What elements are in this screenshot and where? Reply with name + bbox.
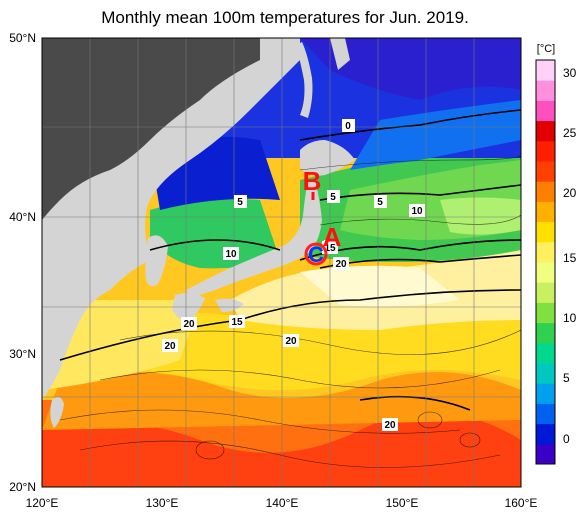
colorbar-frame	[535, 59, 556, 465]
colorbar	[535, 59, 556, 465]
colorbar-segment	[536, 322, 555, 344]
colorbar-segment	[536, 302, 555, 324]
colorbar-tick: 5	[563, 371, 570, 385]
contour-label: 20	[164, 341, 176, 352]
colorbar-tick: 20	[563, 186, 577, 200]
colorbar-segment	[536, 342, 555, 364]
contour-label: 10	[225, 249, 237, 260]
colorbar-segment	[536, 140, 555, 162]
lon-label: 140°E	[266, 496, 299, 510]
colorbar-segment	[536, 201, 555, 223]
colorbar-segment	[536, 120, 555, 142]
contour-label: 20	[285, 336, 297, 347]
colorbar-tick: 10	[563, 311, 577, 325]
contour-label: 0	[345, 121, 351, 132]
contour-lines	[59, 109, 521, 411]
colorbar-segment	[536, 60, 555, 81]
colorbar-tick: 30	[563, 66, 577, 80]
lon-label: 150°E	[386, 496, 419, 510]
lat-label: 40°N	[9, 210, 36, 224]
contour-label: 20	[183, 319, 195, 330]
colorbar-unit: [°C]	[537, 43, 555, 55]
lon-label: 120°E	[26, 496, 59, 510]
colorbar-ticks: 30 25 20 15 10 5 0	[563, 66, 577, 446]
marker-c: C	[308, 242, 324, 267]
colorbar-segment	[536, 100, 555, 122]
map-title: Monthly mean 100m temperatures for Jun. …	[101, 8, 469, 27]
contour-label: 5	[330, 192, 336, 203]
colorbar-segment	[536, 403, 555, 425]
colorbar-segment	[536, 423, 555, 445]
contour-label: 15	[324, 243, 336, 254]
colorbar-segment	[536, 161, 555, 182]
contour-labels: 0 5 5 5 5 10 10 15 15 20 20 20 20 20	[162, 119, 425, 431]
colorbar-segment	[536, 262, 555, 283]
lat-label: 20°N	[9, 480, 36, 494]
colorbar-segment	[536, 80, 555, 101]
colorbar-segment	[536, 363, 555, 384]
colorbar-tick: 25	[563, 126, 577, 140]
marker-a: A	[323, 222, 342, 252]
colorbar-tick: 15	[563, 251, 577, 265]
contour-label: 20	[335, 259, 347, 270]
colorbar-tick: 0	[563, 432, 570, 446]
axis-labels: 50°N 40°N 30°N 20°N 120°E 130°E 140°E 15…	[9, 31, 537, 510]
station-markers: B A C	[303, 166, 342, 267]
lat-lon-grid	[42, 38, 521, 487]
lon-label: 130°E	[146, 496, 179, 510]
colorbar-segment	[536, 383, 555, 404]
lon-label: 160°E	[505, 496, 538, 510]
map-field	[42, 38, 521, 487]
contour-label: 5	[377, 197, 383, 208]
colorbar-segment	[536, 241, 555, 263]
colorbar-segment	[536, 443, 555, 465]
colorbar-segment	[536, 221, 555, 243]
map-frame	[41, 37, 522, 488]
contour-label: 15	[231, 317, 243, 328]
lat-label: 50°N	[9, 31, 36, 45]
contour-label: 5	[237, 197, 243, 208]
lat-label: 30°N	[9, 347, 36, 361]
contour-label: 10	[411, 206, 423, 217]
colorbar-segment	[536, 181, 555, 202]
marker-b: B	[303, 166, 322, 196]
colorbar-segment	[536, 282, 555, 303]
contour-label: 20	[384, 420, 396, 431]
